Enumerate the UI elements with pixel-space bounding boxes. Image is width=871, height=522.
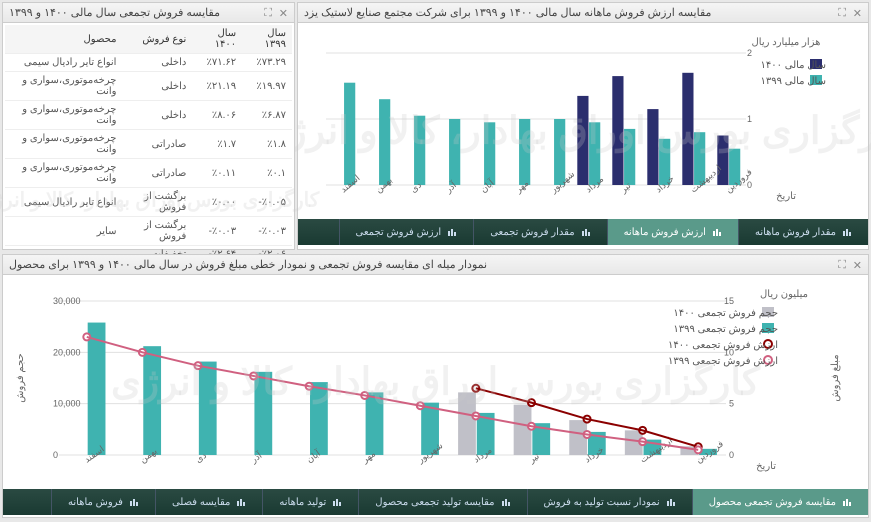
bottom-tabs: مقایسه فروش تجمعی محصولنمودار نسبت تولید… [3, 489, 868, 515]
svg-text:5: 5 [729, 399, 734, 409]
table-row: ٪۱.۸٪۱.۷صادراتیچرخه‌موتوری،سواری و وانت [5, 130, 292, 159]
svg-text:0: 0 [747, 180, 752, 190]
table-title: مقایسه فروش تجمعی سال مالی ۱۴۰۰ و ۱۳۹۹ [9, 6, 220, 19]
table-row: ٪۶.۸۷٪۸.۰۶داخلیچرخه‌موتوری،سواری و وانت [5, 101, 292, 130]
tab[interactable]: مقدار فروش تجمعی [473, 219, 606, 245]
svg-text:حجم فروش: حجم فروش [15, 353, 26, 402]
svg-text:2: 2 [747, 48, 752, 58]
svg-text:30,000: 30,000 [53, 296, 81, 306]
close-icon[interactable]: ✕ [850, 7, 862, 19]
svg-text:1: 1 [747, 114, 752, 124]
table-row: ٪۰.۱٪۰.۱۱صادراتیچرخه‌موتوری،سواری و وانت [5, 159, 292, 188]
table-header: ✕ ⛶ مقایسه فروش تجمعی سال مالی ۱۴۰۰ و ۱۳… [3, 3, 294, 23]
tab[interactable]: ارزش فروش ماهانه [607, 219, 738, 245]
tab[interactable]: مقدار فروش ماهانه [738, 219, 868, 245]
svg-text:تاریخ: تاریخ [776, 191, 796, 202]
svg-text:سال مالی ۱۴۰۰: سال مالی ۱۴۰۰ [760, 60, 826, 71]
bottom-chart-svg: 051015010,00020,00030,000میلیون ریالحجم … [11, 283, 856, 489]
svg-text:0: 0 [729, 450, 734, 460]
svg-text:ارزش فروش تجمعی ۱۴۰۰: ارزش فروش تجمعی ۱۴۰۰ [668, 340, 778, 351]
expand-icon[interactable]: ⛶ [834, 7, 846, 19]
svg-text:میلیون ریال: میلیون ریال [760, 289, 808, 300]
expand-icon[interactable]: ⛶ [260, 7, 272, 19]
top-tabs: مقدار فروش ماهانهارزش فروش ماهانهمقدار ف… [298, 219, 868, 245]
top-chart-header: ✕ ⛶ مقایسه ارزش فروش ماهانه سال مالی ۱۴۰… [298, 3, 868, 23]
close-icon[interactable]: ✕ [850, 259, 862, 271]
table-wrap: سال ۱۳۹۹سال ۱۴۰۰نوع فروشمحصول٪۷۳.۲۹٪۷۱.۶… [3, 23, 294, 266]
svg-text:ارزش فروش تجمعی ۱۳۹۹: ارزش فروش تجمعی ۱۳۹۹ [668, 356, 778, 367]
tab[interactable]: مقایسه فروش تجمعی محصول [692, 489, 868, 515]
table-panel: ✕ ⛶ مقایسه فروش تجمعی سال مالی ۱۴۰۰ و ۱۳… [2, 2, 295, 250]
svg-text:اسفند: اسفند [82, 444, 106, 465]
tab[interactable]: مقایسه تولید تجمعی محصول [358, 489, 526, 515]
svg-text:هزار میلیارد ریال: هزار میلیارد ریال [752, 37, 821, 48]
top-chart-panel: ✕ ⛶ مقایسه ارزش فروش ماهانه سال مالی ۱۴۰… [297, 2, 869, 250]
top-chart-svg: 012هزار میلیارد ریالفروردیناردیبهشتخرداد… [306, 31, 856, 219]
svg-text:مبلغ فروش: مبلغ فروش [830, 354, 841, 401]
col-header: نوع فروش [122, 25, 192, 54]
table-row: ٪۷۳.۲۹٪۷۱.۶۲داخلیانواع تایر رادیال سیمی [5, 54, 292, 72]
col-header: سال ۱۴۰۰ [192, 25, 242, 54]
svg-text:حجم فروش تجمعی ۱۳۹۹: حجم فروش تجمعی ۱۳۹۹ [673, 324, 778, 335]
tab[interactable]: نمودار نسبت تولید به فروش [527, 489, 692, 515]
col-header: سال ۱۳۹۹ [242, 25, 292, 54]
bottom-chart-title: نمودار میله ای مقایسه فروش تجمعی و نمودا… [9, 258, 487, 271]
close-icon[interactable]: ✕ [276, 7, 288, 19]
expand-icon[interactable]: ⛶ [834, 259, 846, 271]
bottom-chart-area: کارگزاری بورس اوراق بهادار، کالا و انرژی… [3, 275, 868, 489]
svg-text:0: 0 [53, 450, 58, 460]
bottom-chart-header: ✕ ⛶ نمودار میله ای مقایسه فروش تجمعی و ن… [3, 255, 868, 275]
svg-text:حجم فروش تجمعی ۱۴۰۰: حجم فروش تجمعی ۱۴۰۰ [673, 308, 778, 319]
tab[interactable]: مقایسه فصلی [155, 489, 262, 515]
tab[interactable]: تولید ماهانه [262, 489, 358, 515]
table-row: ٪۱۹.۹۷٪۲۱.۱۹داخلیچرخه‌موتوری،سواری و وان… [5, 72, 292, 101]
comparison-table: سال ۱۳۹۹سال ۱۴۰۰نوع فروشمحصول٪۷۳.۲۹٪۷۱.۶… [5, 25, 292, 264]
top-chart-area: کارگزاری بورس اوراق بهادار، کالا و انرژی… [298, 23, 868, 219]
svg-text:20,000: 20,000 [53, 347, 81, 357]
bottom-chart-panel: ✕ ⛶ نمودار میله ای مقایسه فروش تجمعی و ن… [2, 254, 869, 518]
svg-text:سال مالی ۱۳۹۹: سال مالی ۱۳۹۹ [760, 76, 826, 87]
svg-text:اسفند: اسفند [338, 173, 361, 195]
tab[interactable]: ارزش فروش تجمعی [339, 219, 474, 245]
table-row: ٪۰.۰۵-٪۰.۰۰برگشت از فروشانواع تایر رادیا… [5, 188, 292, 217]
top-chart-title: مقایسه ارزش فروش ماهانه سال مالی ۱۴۰۰ و … [304, 6, 711, 19]
svg-text:10,000: 10,000 [53, 399, 81, 409]
svg-text:تاریخ: تاریخ [756, 461, 776, 472]
col-header: محصول [5, 25, 122, 54]
tab[interactable]: فروش ماهانه [51, 489, 155, 515]
table-row: ٪۰.۰۳-٪۰.۰۳-برگشت از فروشسایر [5, 217, 292, 246]
svg-text:15: 15 [724, 296, 734, 306]
